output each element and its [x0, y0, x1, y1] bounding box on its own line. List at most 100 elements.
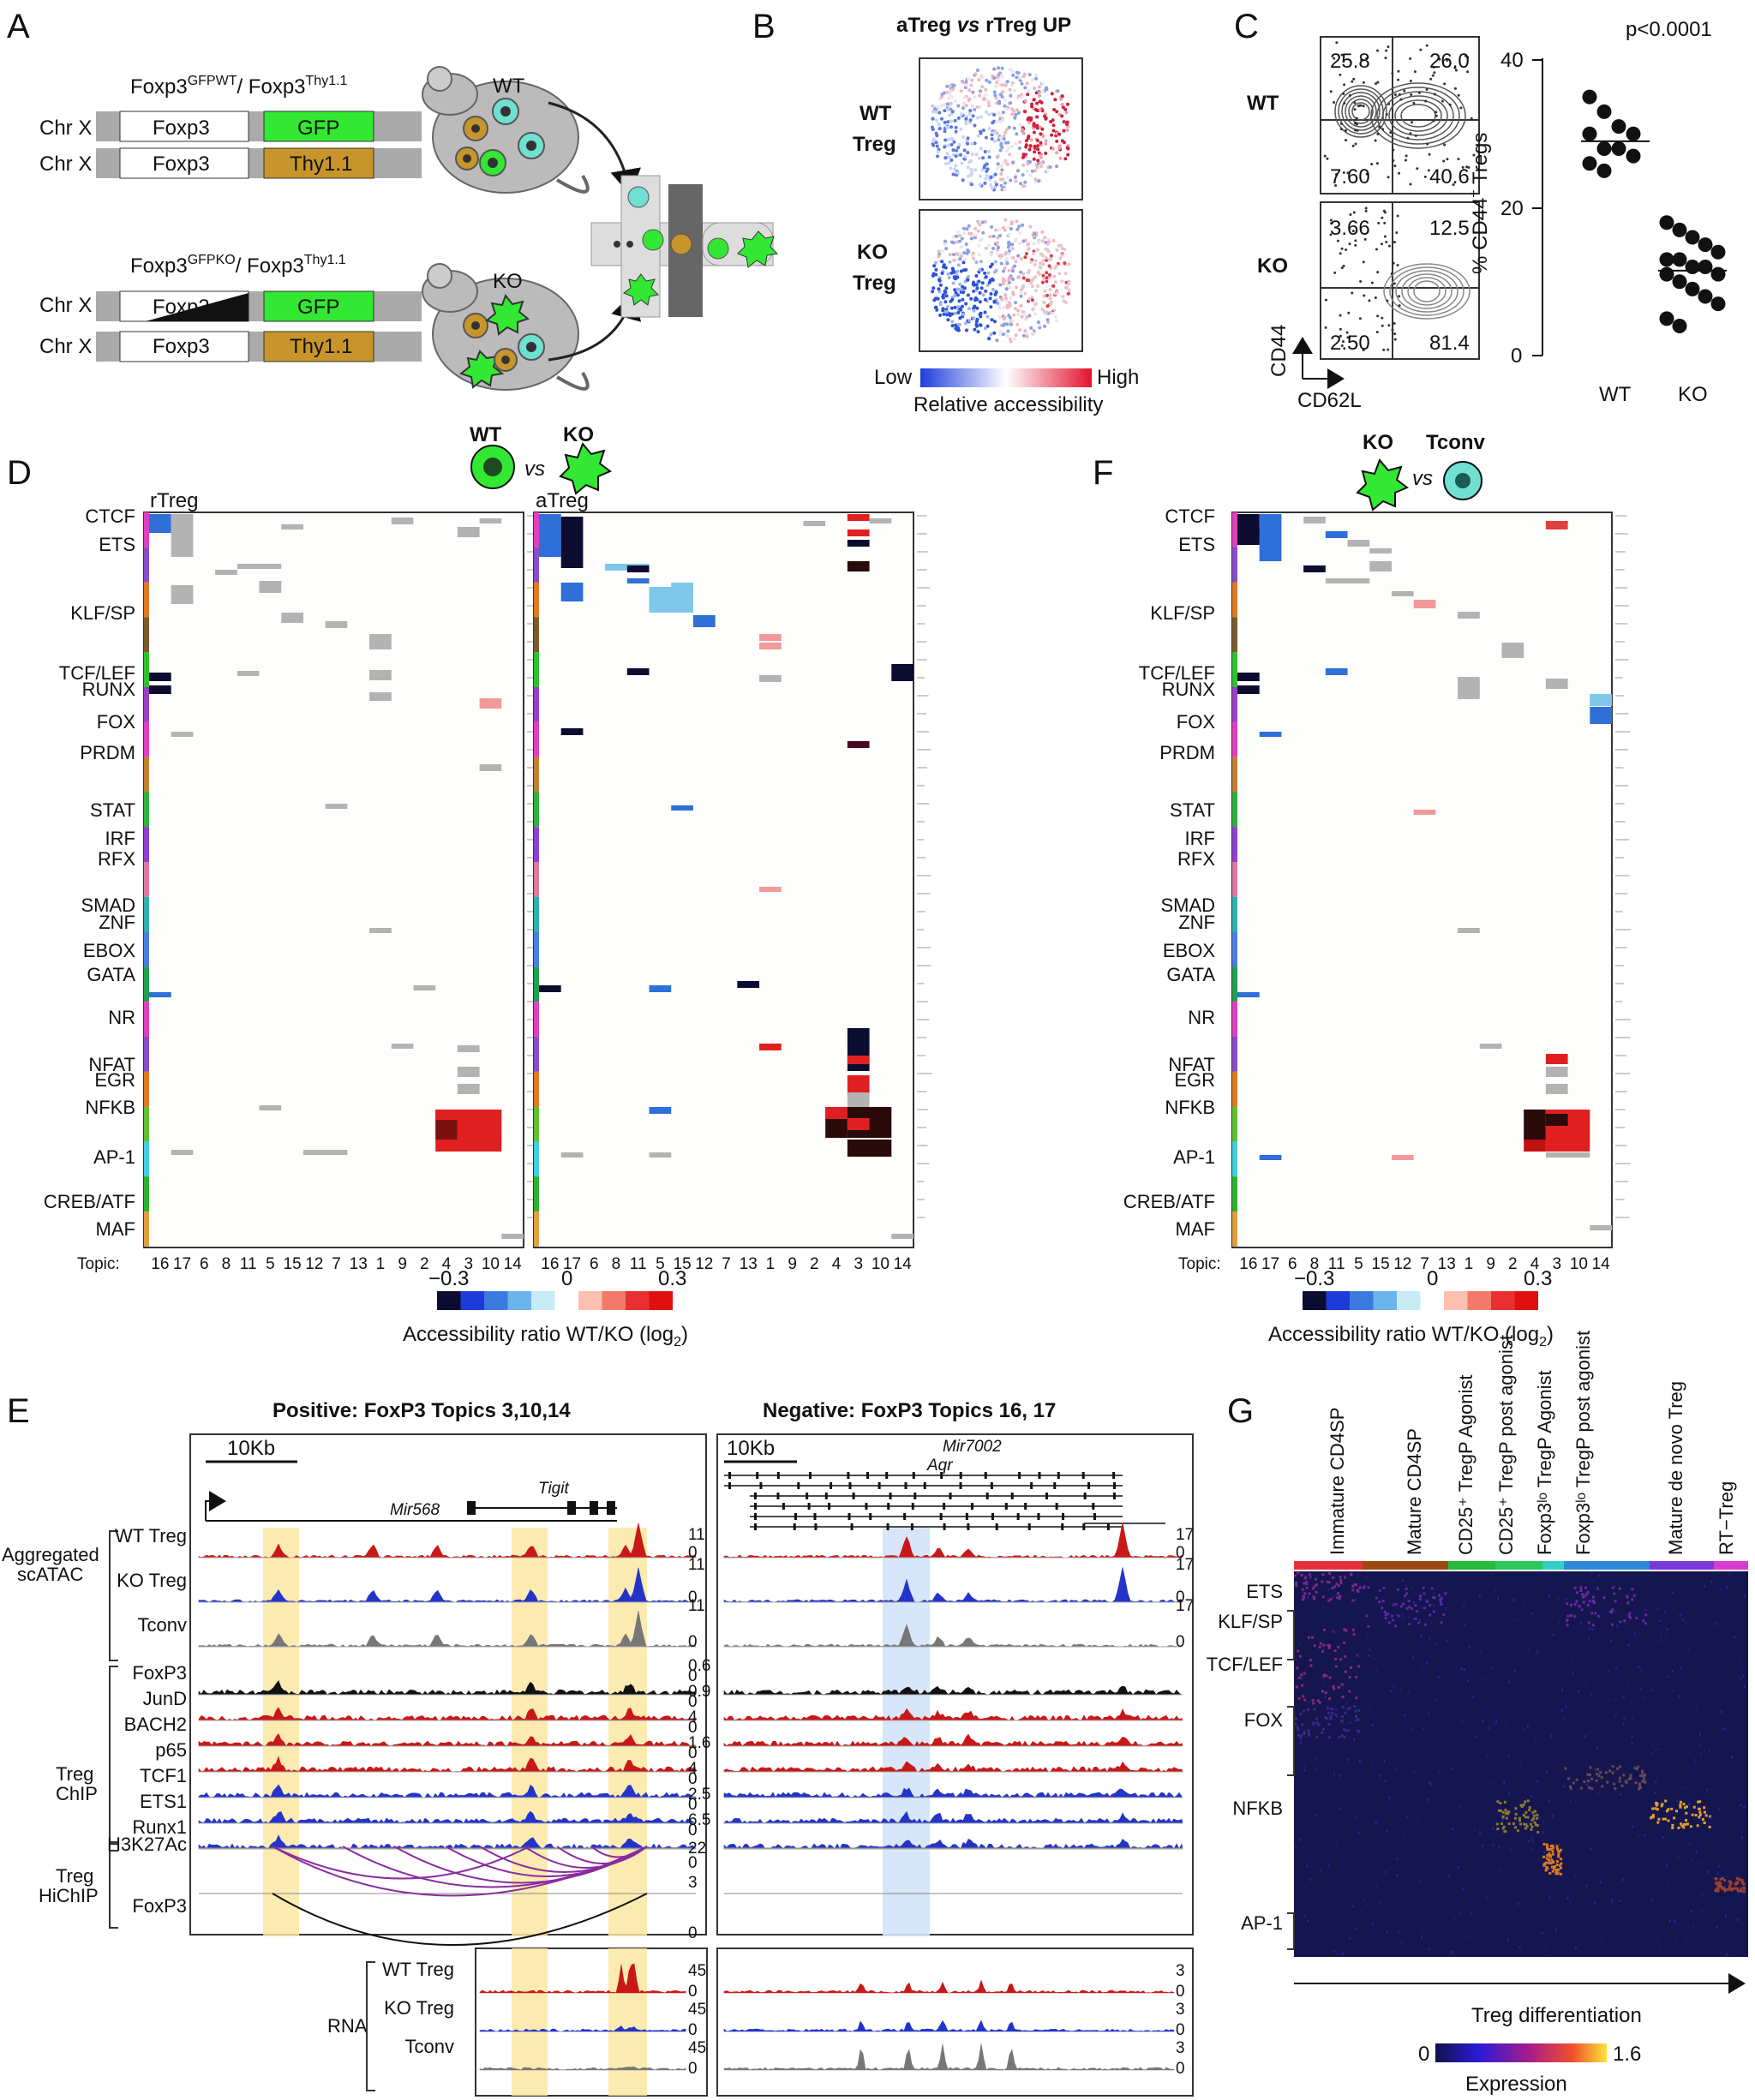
heatmap-cell [1416, 1610, 1419, 1613]
genotype-wt: Foxp3GFPWT/ Foxp3Thy1.1 [130, 74, 348, 99]
heatmap-cell [1296, 1726, 1299, 1729]
exon-mark [1112, 1493, 1116, 1499]
heatmap-cell [1586, 1591, 1590, 1594]
umap-cell [991, 278, 995, 282]
track-scale: 0 [688, 1544, 698, 1562]
heatmap-cell [281, 524, 303, 529]
heatmap-cell [1420, 1635, 1423, 1638]
umap-cell [965, 83, 968, 87]
heatmap-cell [1696, 1824, 1699, 1828]
heatmap-cell [1358, 1586, 1362, 1589]
umap-cell [984, 93, 988, 97]
umap-cell [931, 286, 936, 290]
heatmap-cell [1682, 1803, 1686, 1806]
umap-cell [943, 300, 948, 304]
heatmap-cell [1570, 1614, 1573, 1618]
tf-family-sidebar [1232, 687, 1237, 722]
heatmap-cell [1532, 1814, 1536, 1817]
umap-cell [1012, 89, 1016, 93]
heatmap-cell [1306, 1708, 1309, 1712]
umap-cell [931, 104, 935, 108]
heatmap-cell [1667, 1675, 1669, 1678]
heatmap-cell [891, 1234, 913, 1239]
heatmap-cell [1295, 1584, 1298, 1588]
umap-cell [966, 76, 970, 81]
heatmap-cell [1579, 1586, 1583, 1589]
heatmap-cell [1574, 1874, 1577, 1877]
heatmap-cell [649, 1152, 672, 1158]
flow-event [1348, 242, 1351, 246]
rna-track [723, 2043, 1175, 2071]
colorbar-swatch [1467, 1291, 1491, 1310]
heatmap-cell [1341, 1696, 1345, 1699]
umap-cell [1064, 285, 1069, 290]
track-scale: 0 [1176, 2021, 1185, 2039]
umap-cell [931, 110, 936, 114]
flow-event [1346, 336, 1350, 339]
umap-cell [1052, 274, 1057, 278]
tf-family-sidebar [534, 547, 539, 583]
umap-cell [970, 153, 974, 157]
heatmap-cell [1639, 1687, 1642, 1690]
track-scale: 22 [688, 1840, 706, 1858]
heatmap-cell [1530, 1848, 1533, 1852]
umap-cell [943, 103, 947, 107]
heatmap-cell [479, 698, 502, 709]
tf-family-sidebar [1232, 512, 1237, 547]
umap-cell [937, 127, 942, 131]
tf-family-sidebar [534, 1141, 539, 1177]
heatmap-cell [1528, 1809, 1531, 1812]
umap-cell [1008, 153, 1012, 157]
flow-ko-label: KO [1257, 254, 1288, 278]
heatmap-cell [1327, 1646, 1331, 1649]
heatmap-cell [1307, 1595, 1309, 1599]
heatmap-cell [1526, 1816, 1530, 1819]
heatmap-cell [1715, 1889, 1718, 1893]
umap-cell [995, 131, 999, 135]
heatmap-cell [1315, 1814, 1318, 1817]
heatmap-cell [1583, 1594, 1586, 1598]
exon-mark [754, 1523, 757, 1530]
heatmap-cell [1536, 1654, 1538, 1657]
flow-event [1365, 57, 1369, 60]
umap-cell [977, 253, 981, 257]
umap-cell [955, 148, 959, 153]
track-scale: 17 [1176, 1526, 1194, 1544]
heatmap-cell [1633, 1767, 1637, 1770]
heatmap-cell [1492, 1827, 1494, 1830]
umap-cell [979, 131, 983, 135]
panel-letter-d: D [7, 454, 32, 492]
contour-line [1388, 95, 1448, 136]
rna-track [479, 2066, 686, 2071]
umap-cell [996, 162, 1000, 166]
heatmap-cell [1387, 1621, 1391, 1624]
chr-label: Chr X [39, 117, 92, 140]
umap-cell [1001, 282, 1005, 286]
heatmap-cell [1323, 1628, 1327, 1631]
colorbar-swatch [1350, 1291, 1374, 1310]
heatmap-cell [1395, 1612, 1398, 1616]
heatmap-cell [1671, 1670, 1674, 1673]
panel-letter-c: C [1234, 8, 1259, 45]
heatmap-cell [1656, 1808, 1659, 1811]
heatmap-cell [1721, 1876, 1724, 1880]
umap-cell [953, 277, 957, 281]
tf-family-sidebar [144, 721, 149, 757]
umap-cell [949, 119, 953, 123]
heatmap-cell [1357, 1718, 1360, 1721]
heatmap-cell [1654, 1791, 1656, 1794]
umap-cell [1063, 157, 1068, 161]
heatmap-cell [825, 1107, 848, 1119]
heatmap-cell [1552, 1814, 1554, 1817]
flow-event [1381, 216, 1384, 219]
umap-cell [949, 306, 954, 310]
flow-event [1391, 72, 1394, 75]
heatmap-cell [1423, 1623, 1427, 1626]
heatmap-cell [1613, 1876, 1615, 1879]
heatmap-cell [1740, 1657, 1742, 1660]
umap-cell [935, 144, 939, 148]
heatmap-cell [1643, 1778, 1646, 1781]
heatmap-cell [1599, 1771, 1602, 1774]
umap-cell [987, 127, 991, 131]
umap-cell [946, 305, 950, 308]
